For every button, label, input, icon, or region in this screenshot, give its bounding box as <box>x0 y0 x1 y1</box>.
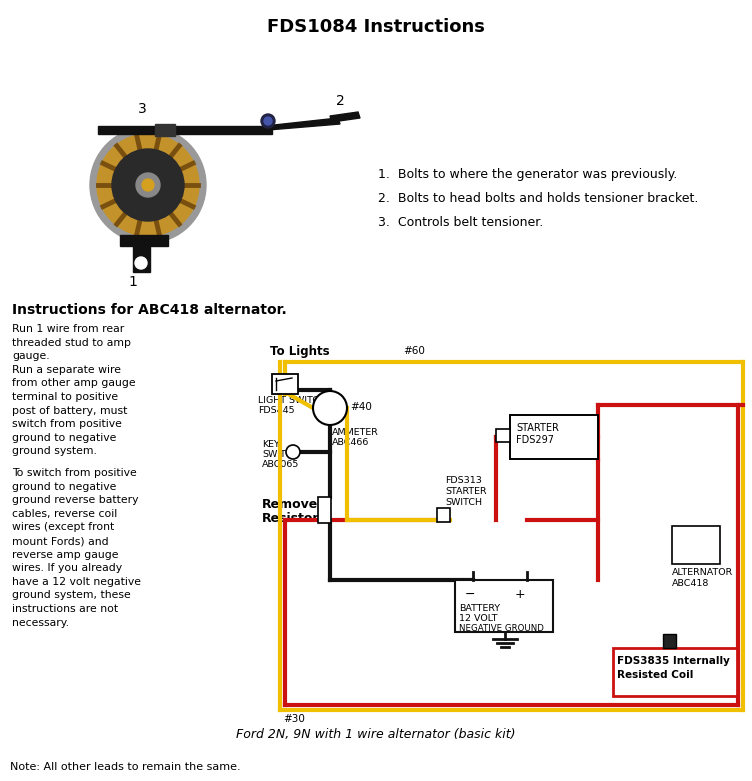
Text: ABC418: ABC418 <box>672 579 709 588</box>
Text: 2.  Bolts to head bolts and holds tensioner bracket.: 2. Bolts to head bolts and holds tension… <box>378 192 699 205</box>
Text: STARTER: STARTER <box>516 423 559 433</box>
Polygon shape <box>155 124 175 136</box>
Circle shape <box>261 114 275 128</box>
Text: Resisted Coil: Resisted Coil <box>617 670 693 680</box>
Text: FDS3835 Internally: FDS3835 Internally <box>617 656 730 666</box>
Text: #60: #60 <box>403 346 425 356</box>
Text: 1.  Bolts to where the generator was previously.: 1. Bolts to where the generator was prev… <box>378 168 678 181</box>
Text: Run 1 wire from rear
threaded stud to amp
gauge.
Run a separate wire
from other : Run 1 wire from rear threaded stud to am… <box>12 324 135 456</box>
Circle shape <box>264 117 272 125</box>
FancyBboxPatch shape <box>455 580 553 632</box>
Text: BATTERY: BATTERY <box>459 604 500 613</box>
Text: SWITCH: SWITCH <box>445 498 482 507</box>
Text: 1: 1 <box>128 275 137 289</box>
Text: To Lights: To Lights <box>270 345 329 358</box>
Text: 2: 2 <box>335 94 344 108</box>
FancyBboxPatch shape <box>613 648 737 696</box>
Circle shape <box>313 391 347 425</box>
FancyBboxPatch shape <box>272 374 298 394</box>
FancyBboxPatch shape <box>496 429 510 442</box>
Polygon shape <box>265 118 340 130</box>
FancyBboxPatch shape <box>672 526 720 564</box>
Text: ABC466: ABC466 <box>332 438 369 447</box>
Text: KEY: KEY <box>262 440 280 449</box>
Text: Resistor: Resistor <box>262 512 320 525</box>
Circle shape <box>112 149 184 221</box>
Text: ABC065: ABC065 <box>262 460 299 469</box>
Polygon shape <box>120 235 168 246</box>
Polygon shape <box>98 126 272 134</box>
FancyBboxPatch shape <box>510 415 598 459</box>
Circle shape <box>286 445 300 459</box>
Text: STARTER: STARTER <box>445 487 487 496</box>
FancyBboxPatch shape <box>318 497 331 523</box>
Text: 3.  Controls belt tensioner.: 3. Controls belt tensioner. <box>378 216 543 229</box>
Text: #40: #40 <box>350 402 372 412</box>
Text: FDS445: FDS445 <box>258 406 295 415</box>
Text: Instructions for ABC418 alternator.: Instructions for ABC418 alternator. <box>12 303 287 317</box>
Text: −: − <box>465 588 475 601</box>
Text: 12 VOLT: 12 VOLT <box>459 614 498 623</box>
Circle shape <box>142 179 154 191</box>
Text: Ford 2N, 9N with 1 wire alternator (basic kit): Ford 2N, 9N with 1 wire alternator (basi… <box>236 728 516 741</box>
Text: LIGHT SWITCH: LIGHT SWITCH <box>258 396 326 405</box>
Text: FDS1084 Instructions: FDS1084 Instructions <box>267 18 485 36</box>
Text: 3: 3 <box>138 102 147 116</box>
Text: FDS297: FDS297 <box>516 435 554 445</box>
FancyBboxPatch shape <box>437 508 450 522</box>
FancyBboxPatch shape <box>663 634 676 648</box>
Text: #30: #30 <box>283 714 305 724</box>
Text: +: + <box>515 588 526 601</box>
Text: Note: All other leads to remain the same.: Note: All other leads to remain the same… <box>10 762 241 772</box>
Text: AMMETER: AMMETER <box>332 428 379 437</box>
Circle shape <box>135 257 147 269</box>
Text: FDS313: FDS313 <box>445 476 482 485</box>
Text: To switch from positive
ground to negative
ground reverse battery
cables, revers: To switch from positive ground to negati… <box>12 468 141 628</box>
Text: Remove: Remove <box>262 498 318 511</box>
Circle shape <box>90 127 206 243</box>
Text: ALTERNATOR: ALTERNATOR <box>672 568 733 577</box>
Text: NEGATIVE GROUND: NEGATIVE GROUND <box>459 624 544 633</box>
Circle shape <box>136 173 160 197</box>
Text: SWITCH: SWITCH <box>262 450 299 459</box>
Circle shape <box>97 134 199 236</box>
Polygon shape <box>133 244 150 272</box>
Polygon shape <box>330 112 360 122</box>
